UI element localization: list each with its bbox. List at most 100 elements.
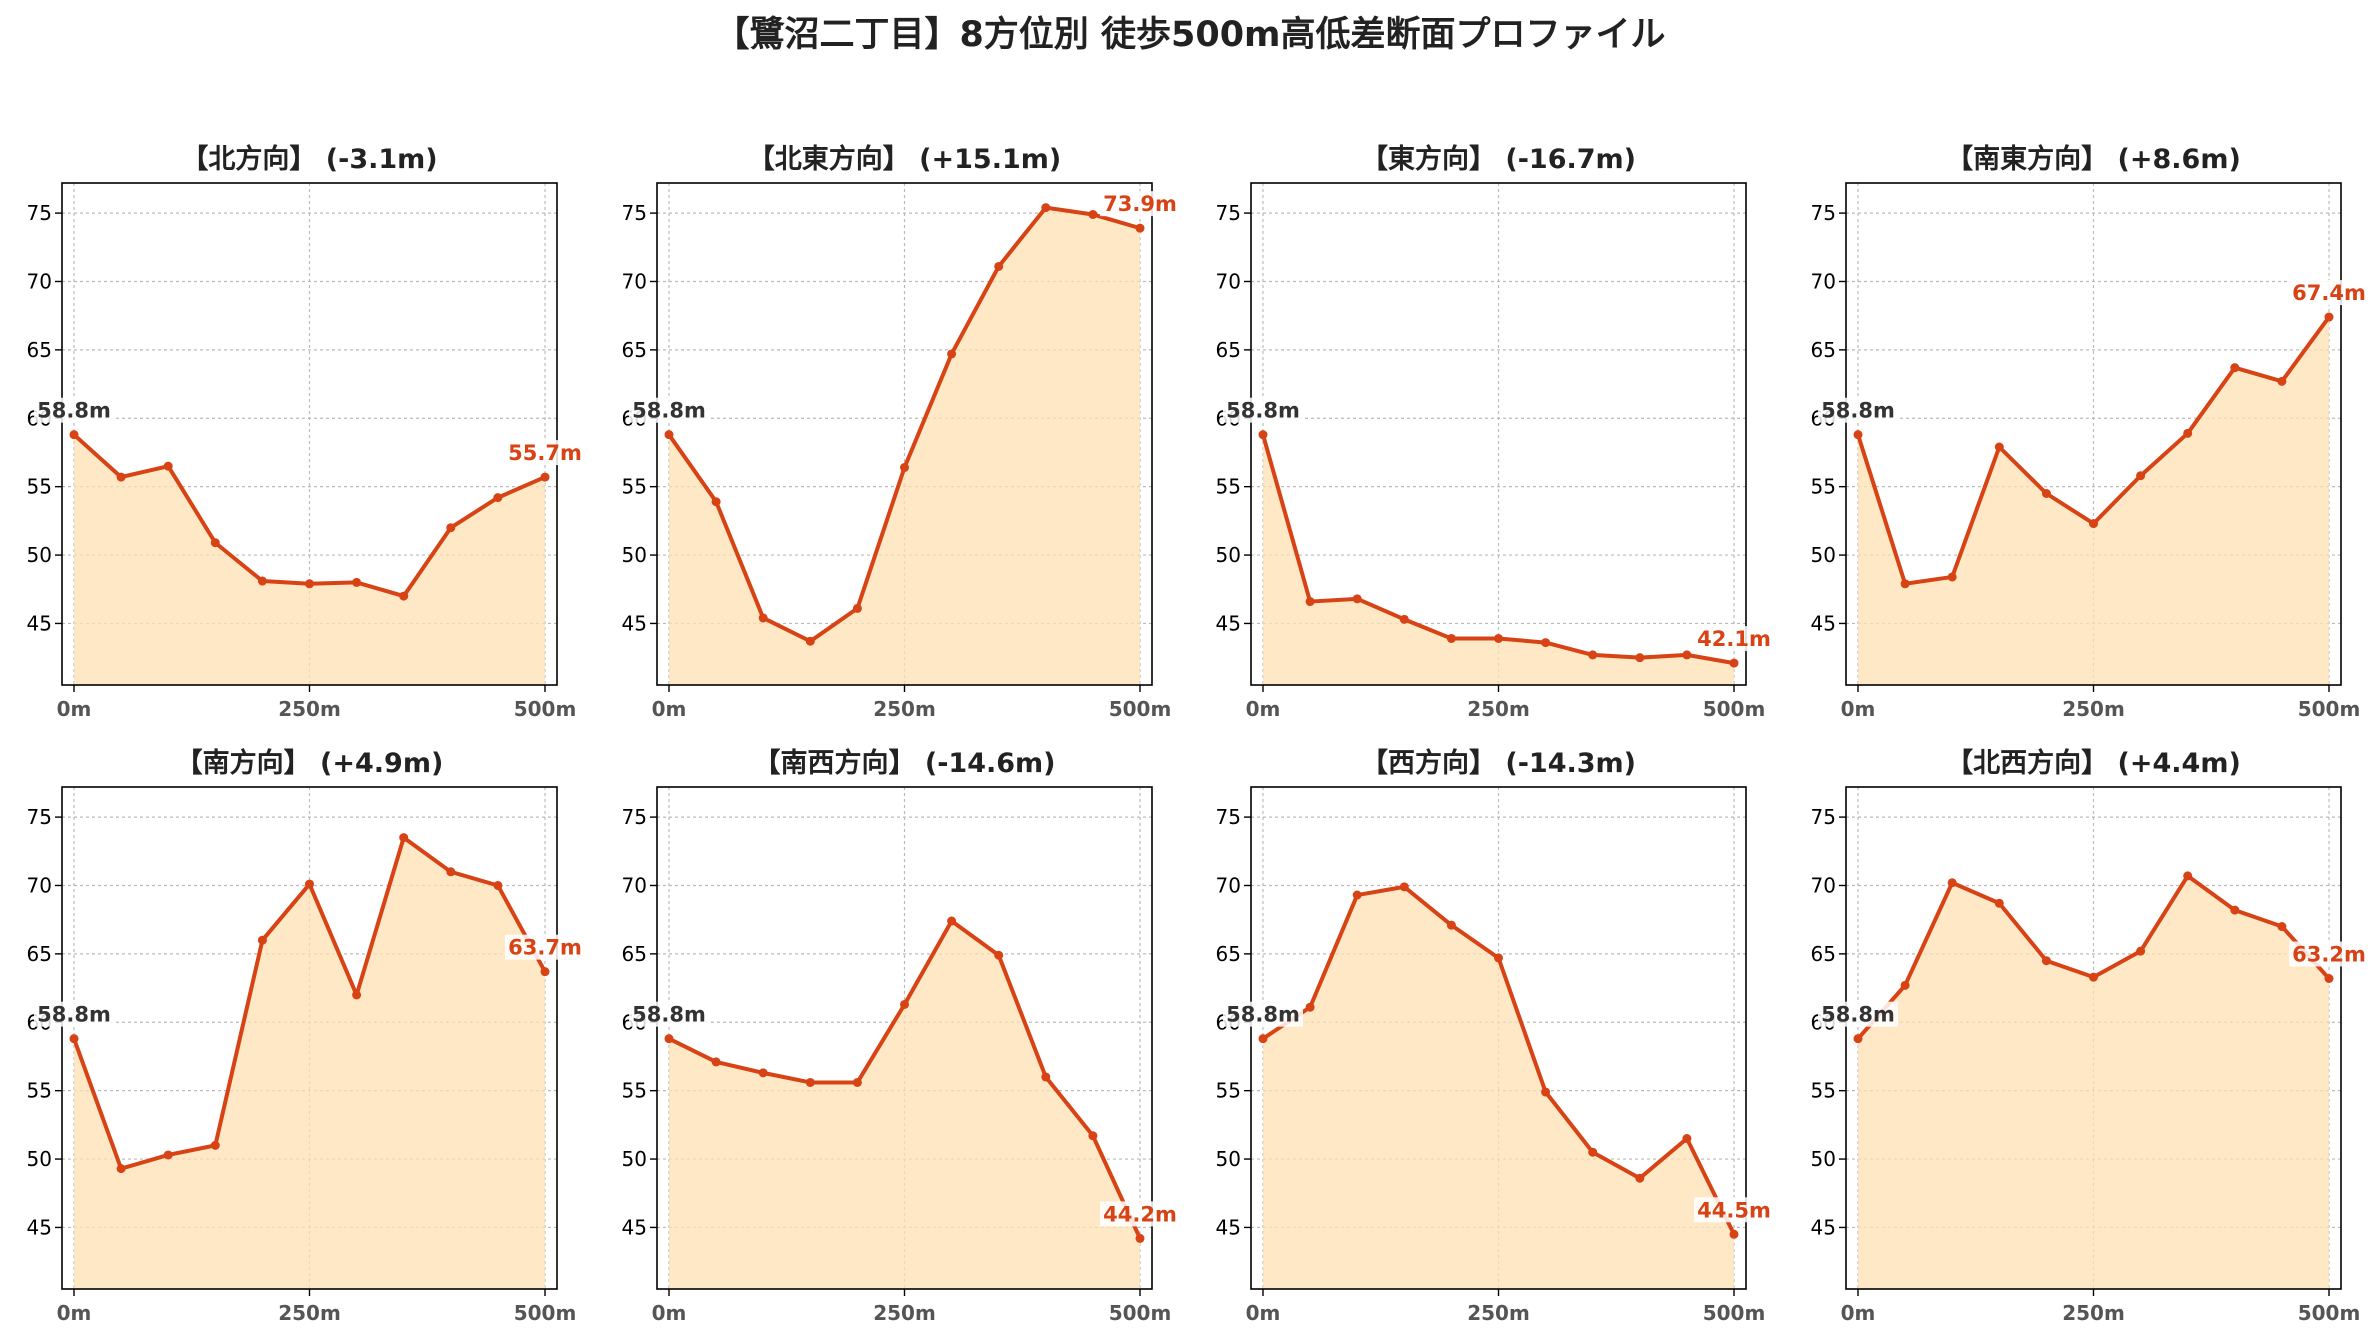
data-point (1352, 594, 1362, 604)
y-tick-label: 55 (622, 1079, 647, 1103)
data-point (540, 967, 550, 977)
x-tick-label: 250m (1467, 697, 1530, 721)
y-tick-label: 45 (1811, 1215, 1836, 1239)
start-label-bg (1818, 1001, 1898, 1027)
data-point (2277, 922, 2287, 932)
y-tick-label: 50 (1216, 543, 1241, 567)
end-elevation-label: 44.5m (1697, 1198, 1771, 1222)
data-point (1853, 1034, 1863, 1044)
data-point (947, 916, 957, 926)
data-point (2324, 312, 2334, 322)
y-tick-label: 55 (1216, 1079, 1241, 1103)
panel-title: 【西方向】 (-14.3m) (1361, 747, 1636, 779)
x-tick-label: 500m (514, 697, 577, 721)
elevation-area (74, 434, 545, 685)
y-tick-label: 45 (27, 1215, 52, 1239)
data-point (664, 1034, 674, 1044)
start-label-bg (629, 1001, 709, 1027)
panel-7: 【西方向】 (-14.3m)455055606570750m250m500m58… (1216, 747, 1774, 1325)
data-point (493, 880, 503, 890)
start-label-bg (34, 397, 114, 423)
start-label-bg (1818, 397, 1898, 423)
start-elevation-label: 58.8m (37, 1003, 111, 1027)
x-tick-label: 250m (2062, 697, 2125, 721)
y-tick-label: 75 (1811, 805, 1836, 829)
data-point (1682, 1134, 1692, 1144)
end-elevation-label: 44.2m (1103, 1202, 1177, 1226)
data-point (1399, 882, 1409, 892)
data-point (257, 576, 267, 586)
data-point (2041, 956, 2051, 966)
y-tick-label: 45 (1811, 611, 1836, 635)
start-label-bg (629, 397, 709, 423)
data-point (1088, 1131, 1098, 1141)
data-point (1494, 953, 1503, 963)
data-point (352, 990, 362, 1000)
data-point (2324, 973, 2334, 983)
y-tick-label: 75 (622, 201, 647, 225)
data-point (2136, 946, 2146, 956)
elevation-area (669, 207, 1140, 685)
x-tick-label: 250m (278, 697, 341, 721)
data-point (540, 472, 550, 482)
data-point (305, 879, 314, 889)
data-point (493, 493, 503, 503)
y-tick-label: 55 (27, 475, 52, 499)
data-point (210, 1140, 220, 1150)
data-point (1399, 614, 1409, 624)
panel-title: 【北方向】 (-3.1m) (181, 143, 437, 175)
end-elevation-label: 63.7m (508, 936, 582, 960)
end-elevation-label: 42.1m (1697, 627, 1771, 651)
y-tick-label: 70 (1216, 269, 1241, 293)
start-label-bg (34, 1001, 114, 1027)
x-tick-label: 0m (652, 1301, 687, 1325)
data-point (210, 538, 220, 548)
y-tick-label: 55 (1811, 475, 1836, 499)
y-tick-label: 45 (622, 611, 647, 635)
data-point (352, 577, 362, 587)
data-point (69, 430, 79, 440)
y-tick-label: 55 (1216, 475, 1241, 499)
x-tick-label: 0m (57, 1301, 92, 1325)
start-elevation-label: 58.8m (1821, 399, 1895, 423)
data-point (2089, 972, 2098, 982)
data-point (1446, 633, 1456, 643)
data-point (1729, 658, 1739, 668)
y-tick-label: 75 (1811, 201, 1836, 225)
y-tick-label: 70 (27, 269, 52, 293)
panel-5: 【南方向】 (+4.9m)455055606570750m250m500m58.… (27, 747, 585, 1325)
end-label-bg (1100, 191, 1180, 217)
data-point (69, 1034, 79, 1044)
data-point (1446, 920, 1456, 930)
end-label-bg (2289, 941, 2369, 967)
data-point (758, 1068, 768, 1078)
data-point (1947, 572, 1957, 582)
data-point (2230, 363, 2240, 373)
end-elevation-label: 67.4m (2292, 281, 2366, 305)
data-point (116, 472, 126, 482)
data-point (1258, 1034, 1268, 1044)
y-tick-label: 45 (27, 611, 52, 635)
y-tick-label: 70 (1811, 269, 1836, 293)
data-point (1900, 980, 1910, 990)
y-tick-label: 75 (1216, 201, 1241, 225)
data-point (116, 1164, 126, 1174)
y-tick-label: 70 (1216, 873, 1241, 897)
y-tick-label: 75 (27, 805, 52, 829)
panel-6: 【南西方向】 (-14.6m)455055606570750m250m500m5… (622, 747, 1180, 1325)
y-tick-label: 55 (622, 475, 647, 499)
start-label-bg (1223, 1001, 1303, 1027)
panel-2: 【北東方向】 (+15.1m)455055606570750m250m500m5… (622, 143, 1180, 721)
y-tick-label: 50 (1811, 1147, 1836, 1171)
y-tick-label: 75 (1216, 805, 1241, 829)
data-point (994, 261, 1004, 271)
y-tick-label: 55 (27, 1079, 52, 1103)
data-point (711, 1057, 721, 1067)
data-point (1041, 1072, 1051, 1082)
x-tick-label: 250m (2062, 1301, 2125, 1325)
x-tick-label: 250m (278, 1301, 341, 1325)
y-tick-label: 65 (1216, 942, 1241, 966)
y-tick-label: 50 (622, 543, 647, 567)
data-point (1135, 1233, 1145, 1243)
